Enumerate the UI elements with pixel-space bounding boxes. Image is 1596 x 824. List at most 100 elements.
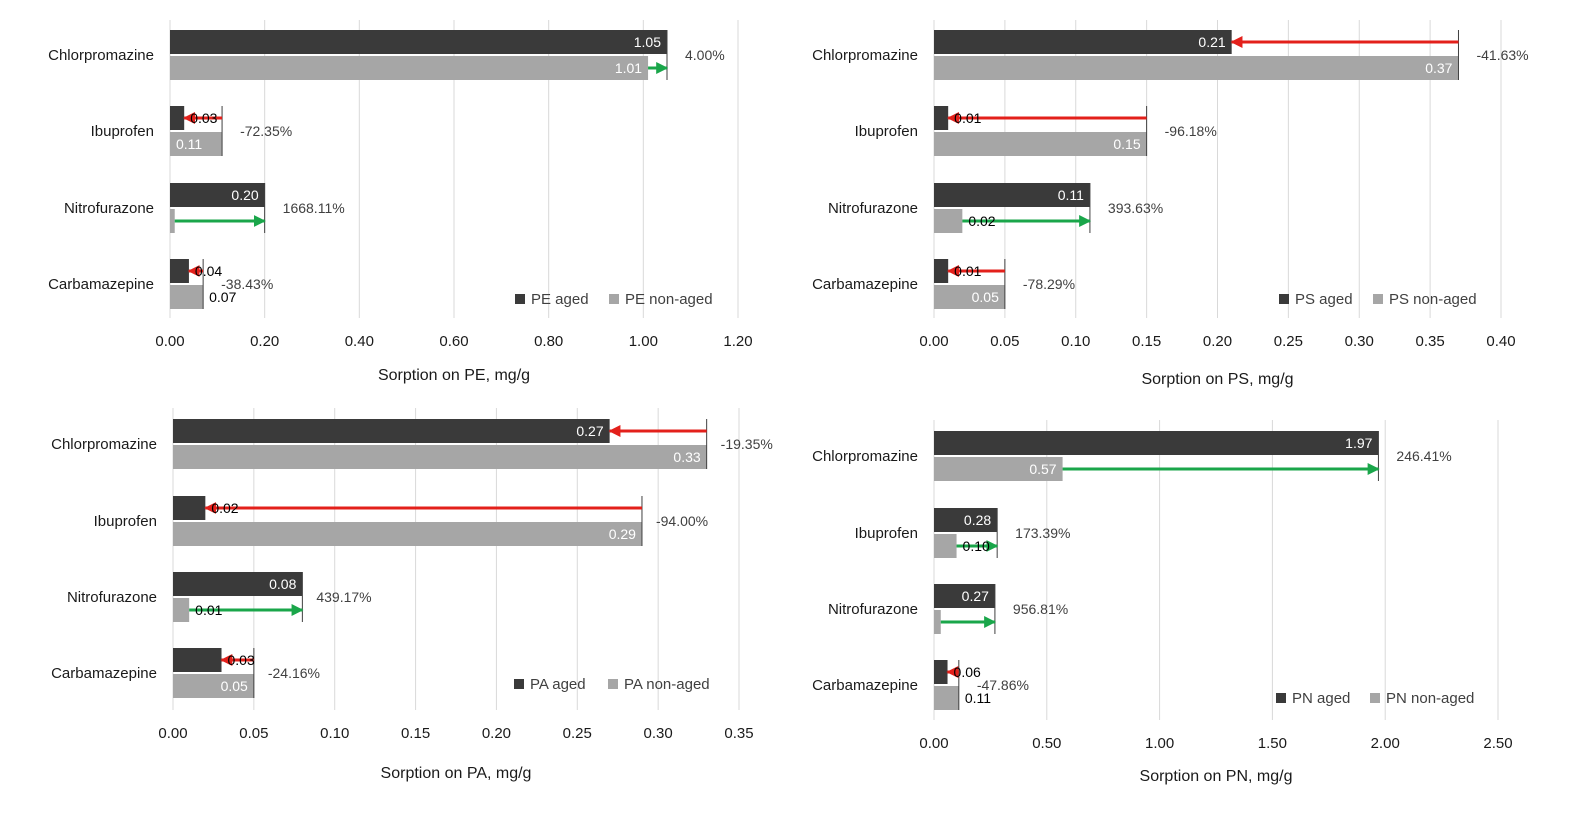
value-label-aged: 0.03 [228,652,255,668]
x-tick-label: 0.10 [1061,333,1090,350]
x-tick-label: 0.00 [919,333,948,350]
x-tick-label: 1.20 [723,333,752,350]
legend-swatch [1370,693,1380,703]
bar-aged [934,30,1232,54]
legend-label: PN non-aged [1386,690,1474,707]
value-label-non-aged: 0.57 [1029,461,1056,477]
legend: PN aged PN non-aged [1276,690,1474,707]
x-tick-label: 0.40 [1486,333,1515,350]
bar-non-aged [934,209,963,233]
value-label-non-aged: 0.33 [673,449,700,465]
legend-label: PE aged [531,291,589,308]
category-label: Nitrofurazone [828,200,918,217]
legend-label: PA aged [530,676,586,693]
percent-change-label: -41.63% [1476,47,1528,63]
value-label-aged: 0.01 [954,110,981,126]
legend-swatch [608,679,618,689]
percent-change-label: -38.43% [221,276,273,292]
x-tick-label: 0.40 [345,333,374,350]
bar-aged [934,106,949,130]
percent-change-label: 956.81% [1013,601,1068,617]
x-tick-label: 0.15 [1132,333,1161,350]
value-label-aged: 0.27 [962,588,989,604]
chart-ps-sorption: 0.00 0.05 0.10 0.15 0.20 0.25 0.30 0.35 0.40 Sorp… [812,20,1529,388]
bar-aged [934,584,995,608]
legend-swatch [514,679,524,689]
value-label-aged: 0.11 [1058,187,1084,203]
chart-pn-sorption: 0.00 0.50 1.00 1.50 2.00 2.50 Sorption on PN, … [812,420,1513,785]
legend-label: PS non-aged [1389,291,1477,308]
category-label: Chlorpromazine [812,448,918,465]
x-tick-label: 0.35 [1416,333,1445,350]
percent-change-label: 173.39% [1015,525,1070,541]
bar-aged [170,30,667,54]
x-tick-label: 0.05 [990,333,1019,350]
x-tick-label: 1.50 [1258,735,1287,752]
x-tick-label: 2.50 [1483,735,1512,752]
x-axis-title: Sorption on PE, mg/g [378,367,530,384]
value-label-non-aged: 0.11 [176,136,202,152]
value-label-aged: 0.20 [231,187,258,203]
category-label: Ibuprofen [855,525,918,542]
legend: PA aged PA non-aged [514,676,710,693]
category-label: Carbamazepine [51,665,157,682]
bar-aged [170,259,189,283]
x-tick-label: 0.10 [320,725,349,742]
category-label: Carbamazepine [812,276,918,293]
bar-non-aged [934,534,957,558]
legend-label: PA non-aged [624,676,710,693]
category-label: Chlorpromazine [812,47,918,64]
x-tick-label: 0.00 [919,735,948,752]
bar-aged [173,572,303,596]
x-tick-label: 1.00 [629,333,658,350]
value-label-non-aged: 0.05 [972,289,999,305]
bar-non-aged [173,522,642,546]
chart-pe-sorption: 0.00 0.20 0.40 0.60 0.80 1.00 1.20 Sorption on … [48,20,753,384]
bar-aged [170,183,265,207]
value-label-aged: 0.03 [190,110,217,126]
legend-swatch [515,294,525,304]
x-tick-label: 1.00 [1145,735,1174,752]
bar-aged [173,496,206,520]
bar-non-aged [934,285,1005,309]
bar-aged [934,660,948,684]
x-axis-title: Sorption on PA, mg/g [381,765,532,782]
value-label-non-aged: 0.15 [1113,136,1140,152]
category-label: Nitrofurazone [64,200,154,217]
bar-non-aged [170,285,204,309]
value-label-non-aged: 0.11 [965,690,991,706]
x-tick-label: 0.15 [401,725,430,742]
value-label-non-aged: 0.02 [968,213,995,229]
x-tick-label: 0.20 [250,333,279,350]
percent-change-label: 439.17% [316,589,371,605]
percent-change-label: -24.16% [268,665,320,681]
percent-change-label: -47.86% [977,677,1029,693]
legend-swatch [1279,294,1289,304]
bar-non-aged [173,445,707,469]
legend-swatch [609,294,619,304]
percent-change-label: -19.35% [721,436,773,452]
x-axis-title: Sorption on PN, mg/g [1140,768,1293,785]
value-label-aged: 1.05 [634,34,661,50]
category-label: Carbamazepine [48,276,154,293]
chart-pa-sorption: 0.00 0.05 0.10 0.15 0.20 0.25 0.30 0.35 Sorption… [51,408,773,782]
value-label-aged: 0.28 [964,512,991,528]
value-label-aged: 1.97 [1345,435,1372,451]
value-label-aged: 0.06 [954,664,981,680]
x-tick-label: 0.30 [1345,333,1374,350]
legend-label: PN aged [1292,690,1350,707]
x-tick-label: 0.80 [534,333,563,350]
legend: PS aged PS non-aged [1279,291,1477,308]
percent-change-label: -94.00% [656,513,708,529]
x-tick-label: 0.20 [1203,333,1232,350]
bar-non-aged [170,132,223,156]
bar-non-aged [170,209,175,233]
percent-change-label: 1668.11% [283,200,345,216]
bar-aged [170,106,185,130]
percent-change-label: -78.29% [1023,276,1075,292]
value-label-non-aged: 0.01 [195,602,222,618]
x-axis-title: Sorption on PS, mg/g [1141,371,1293,388]
value-label-non-aged: 0.07 [209,289,236,305]
x-tick-label: 0.00 [155,333,184,350]
x-tick-label: 0.50 [1032,735,1061,752]
